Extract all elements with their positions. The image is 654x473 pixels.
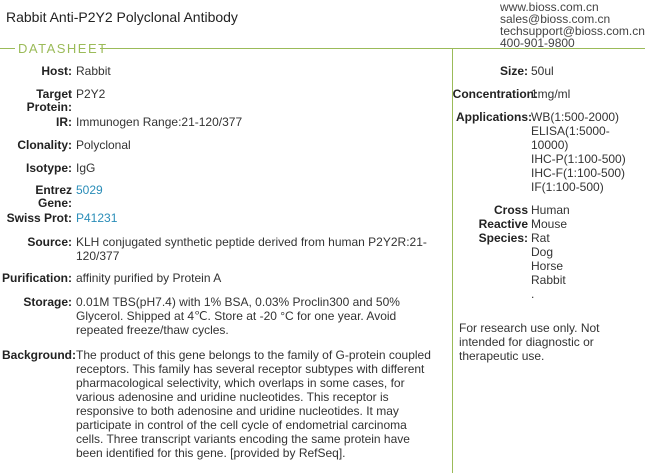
entrez-label: Entrez [35, 183, 72, 197]
text-line: been identified for this gene. [provided… [76, 446, 346, 460]
text-line: responsive to both adenosine and uridine… [76, 404, 399, 418]
species-label-3: Species: [478, 231, 528, 245]
text-line: repeated freeze/thaw cycles. [76, 323, 229, 337]
section-heading: DATASHEET [18, 41, 108, 56]
species-label-2: Reactive [478, 217, 528, 231]
text-line: various adenosine and uridine nucleotide… [76, 390, 389, 404]
species-label: Cross [493, 203, 528, 217]
text-line: IHC-P(1:100-500) [531, 152, 626, 166]
entrez-label-2: Gene: [37, 196, 72, 210]
swiss-prot-link[interactable]: P41231 [76, 211, 118, 225]
text-line: . [531, 287, 535, 301]
storage-value: 0.01M TBS(pH7.4) with 1% BSA, 0.03% Proc… [76, 295, 400, 337]
concentration-label: Concentration: [452, 87, 538, 101]
clonality-value: Polyclonal [76, 138, 131, 152]
background-label: Background: [1, 348, 76, 362]
text-line: pharmacological selectivity, which overl… [76, 376, 405, 390]
isotype-label: Isotype: [25, 161, 72, 175]
target-label: Target [36, 87, 72, 101]
entrez-gene-link[interactable]: 5029 [76, 183, 103, 197]
isotype-value: IgG [76, 161, 96, 175]
text-line: participate in control of the cell cycle… [76, 418, 407, 432]
text-line: Mouse [531, 217, 568, 231]
divider [0, 48, 15, 49]
storage-label: Storage: [23, 295, 72, 309]
size-label: Size: [499, 64, 528, 78]
target-value: P2Y2 [76, 87, 106, 101]
text-line: intended for diagnostic or [459, 335, 594, 349]
support-email[interactable]: techsupport@bioss.com.cn [500, 24, 645, 38]
text-line: WB(1:500-2000) [531, 110, 620, 124]
purification-label: Purification: [1, 271, 72, 285]
size-value: 50ul [531, 64, 554, 78]
text-line: IF(1:100-500) [531, 180, 604, 194]
text-line: Rabbit [531, 273, 566, 287]
purification-value: affinity purified by Protein A [76, 271, 222, 285]
text-line: The product of this gene belongs to the … [76, 348, 431, 362]
source-label: Source: [27, 235, 72, 249]
disclaimer: For research use only. Not intended for … [459, 321, 600, 363]
target-label-2: Protein: [26, 100, 72, 114]
text-line: 120/377 [76, 249, 120, 263]
text-line: IHC-F(1:100-500) [531, 166, 626, 180]
text-line: Dog [531, 245, 554, 259]
text-line: Rat [531, 231, 550, 245]
text-line: For research use only. Not [459, 321, 600, 335]
phone-number: 400-901-9800 [500, 36, 575, 50]
text-line: therapeutic use. [459, 349, 545, 363]
host-label: Host: [41, 64, 72, 78]
text-line: 10000) [531, 138, 569, 152]
concentration-value: 1mg/ml [531, 87, 571, 101]
column-divider [452, 49, 453, 473]
applications-label: Applications: [455, 110, 532, 124]
text-line: ELISA(1:5000- [531, 124, 610, 138]
host-value: Rabbit [76, 64, 111, 78]
text-line: cells. Three transcript variants encodin… [76, 432, 410, 446]
source-value: KLH conjugated synthetic peptide derived… [76, 235, 427, 263]
clonality-label: Clonality: [17, 138, 72, 152]
text-line: receptors. This family has several recep… [76, 362, 425, 376]
background-value: The product of this gene belongs to the … [76, 348, 431, 460]
text-line: Human [531, 203, 570, 217]
sales-email[interactable]: sales@bioss.com.cn [500, 12, 611, 26]
ir-label: IR: [56, 115, 72, 129]
divider [100, 48, 645, 49]
species-value: Human Mouse Rat Dog Horse Rabbit . [531, 203, 570, 301]
text-line: KLH conjugated synthetic peptide derived… [76, 235, 427, 249]
text-line: Glycerol. Shipped at 4℃. Store at -20 °C… [76, 309, 397, 323]
swiss-prot-label: Swiss Prot: [6, 211, 72, 225]
text-line: 0.01M TBS(pH7.4) with 1% BSA, 0.03% Proc… [76, 295, 400, 309]
contact-info: www.bioss.com.cn sales@bioss.com.cn tech… [500, 1, 645, 49]
applications-value: WB(1:500-2000) ELISA(1:5000- 10000) IHC-… [531, 110, 626, 194]
website-link[interactable]: www.bioss.com.cn [500, 0, 599, 14]
ir-value: Immunogen Range:21-120/377 [76, 115, 243, 129]
page-title: Rabbit Anti-P2Y2 Polyclonal Antibody [6, 9, 238, 25]
text-line: Horse [531, 259, 564, 273]
